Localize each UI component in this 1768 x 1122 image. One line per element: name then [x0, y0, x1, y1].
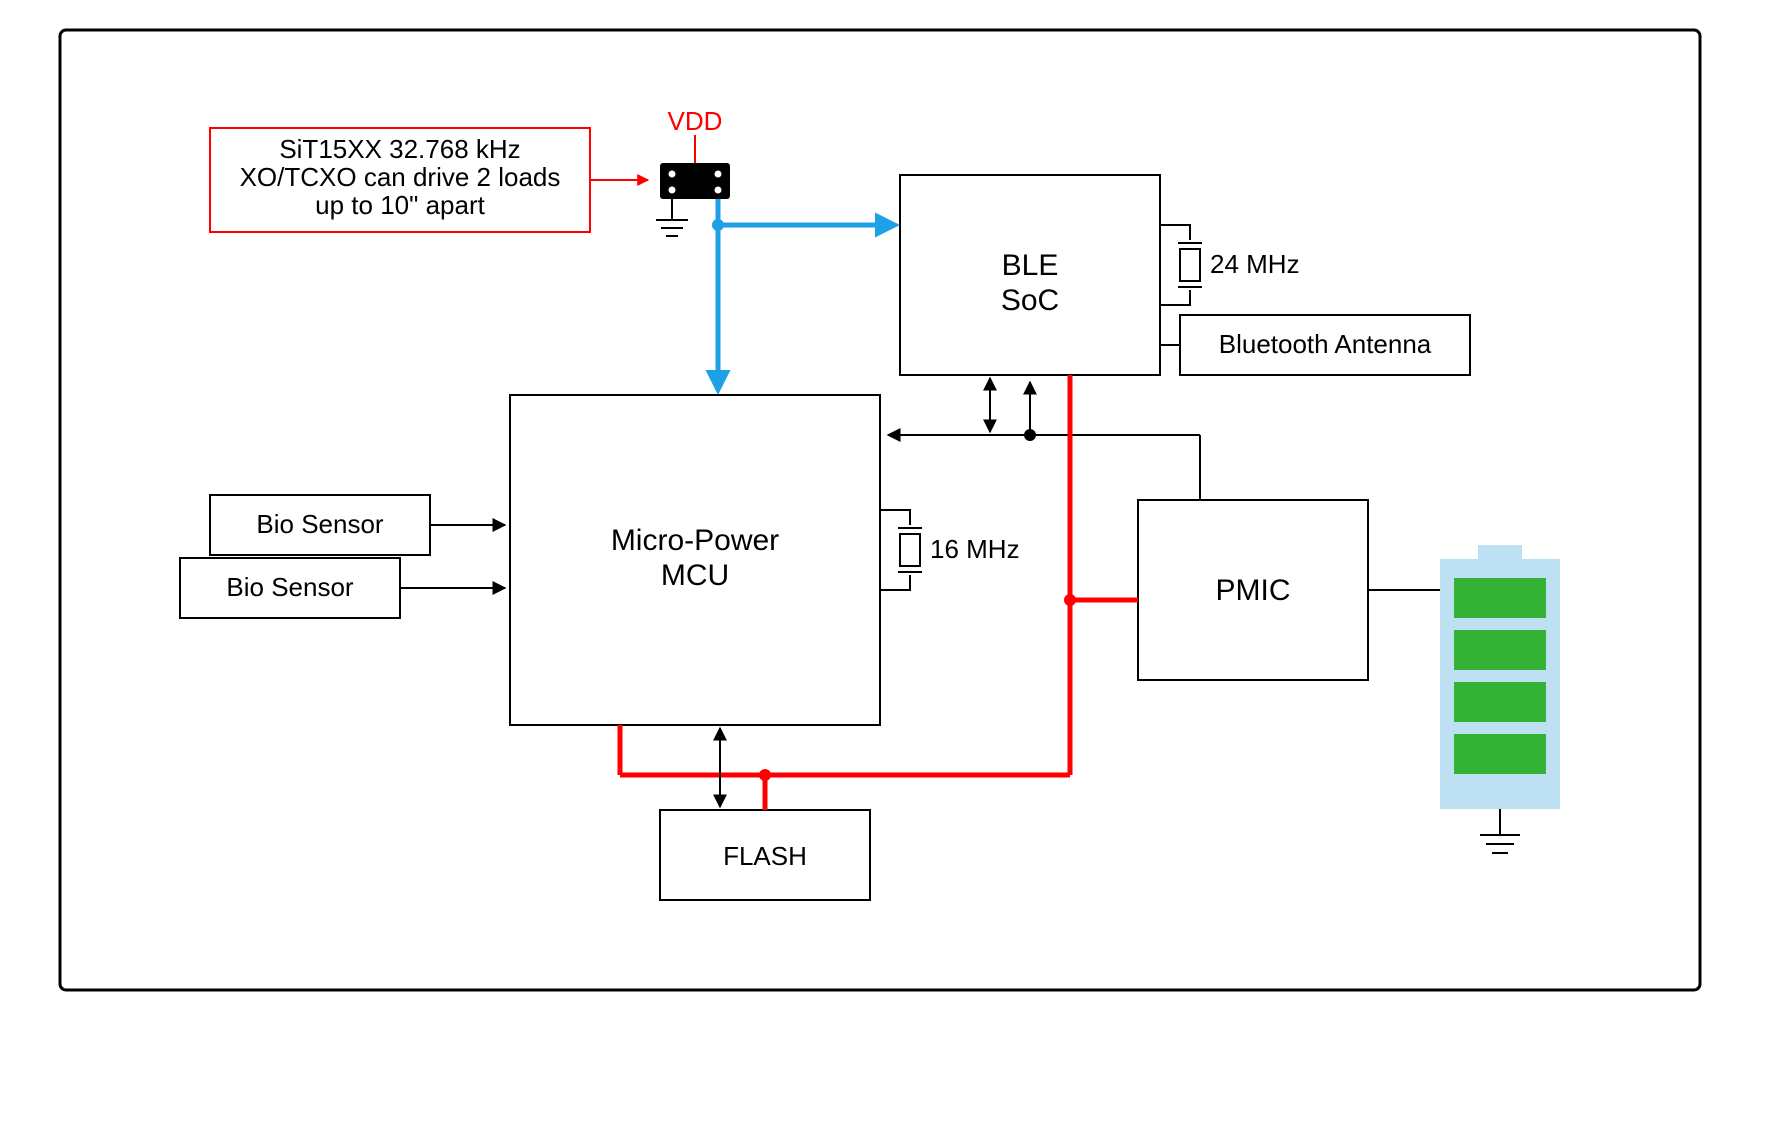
block-diagram-svg: SiT15XX 32.768 kHz XO/TCXO can drive 2 l… — [0, 0, 1768, 1122]
vdd-label: VDD — [668, 106, 723, 136]
mcu-label2: MCU — [661, 559, 729, 592]
diagram-canvas: SiT15XX 32.768 kHz XO/TCXO can drive 2 l… — [0, 0, 1768, 1122]
mcu-crystal-icon — [880, 510, 922, 590]
clock-lines — [712, 199, 895, 390]
oscillator-chip-icon — [660, 163, 730, 199]
ble-label2: SoC — [1001, 284, 1059, 317]
oscillator-ground-icon — [656, 199, 688, 236]
callout-line1: SiT15XX 32.768 kHz — [279, 134, 520, 164]
battery-icon — [1368, 545, 1560, 853]
mcu-label1: Micro-Power — [611, 524, 779, 557]
ble-label1: BLE — [1002, 249, 1059, 282]
ble-crystal-icon — [1160, 225, 1202, 305]
flash-label: FLASH — [723, 841, 807, 871]
bio-sensor-1-block: Bio Sensor — [210, 495, 430, 555]
pmic-signal-lines — [888, 382, 1200, 500]
ble-crystal-label: 24 MHz — [1210, 249, 1300, 279]
callout-box: SiT15XX 32.768 kHz XO/TCXO can drive 2 l… — [210, 128, 590, 232]
bio1-label: Bio Sensor — [256, 509, 384, 539]
mcu-block: Micro-Power MCU — [510, 395, 880, 725]
bio2-label: Bio Sensor — [226, 572, 354, 602]
pmic-block: PMIC — [1138, 500, 1368, 680]
bt-antenna-block: Bluetooth Antenna — [1180, 315, 1470, 375]
mcu-crystal-label: 16 MHz — [930, 534, 1020, 564]
callout-line3: up to 10" apart — [315, 190, 485, 220]
pmic-label: PMIC — [1216, 574, 1291, 607]
bt-antenna-label: Bluetooth Antenna — [1219, 329, 1432, 359]
callout-line2: XO/TCXO can drive 2 loads — [240, 162, 561, 192]
ble-block: BLE SoC — [900, 175, 1160, 375]
flash-block: FLASH — [660, 810, 870, 900]
bio-sensor-2-block: Bio Sensor — [180, 558, 400, 618]
